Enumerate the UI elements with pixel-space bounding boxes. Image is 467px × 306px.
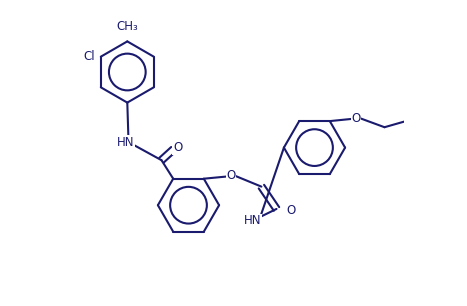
Text: HN: HN bbox=[244, 214, 261, 227]
Text: O: O bbox=[287, 204, 296, 217]
Text: HN: HN bbox=[117, 136, 134, 149]
Text: Cl: Cl bbox=[84, 50, 95, 63]
Text: O: O bbox=[351, 112, 361, 125]
Text: O: O bbox=[173, 141, 182, 154]
Text: O: O bbox=[226, 169, 235, 182]
Text: CH₃: CH₃ bbox=[116, 21, 138, 33]
